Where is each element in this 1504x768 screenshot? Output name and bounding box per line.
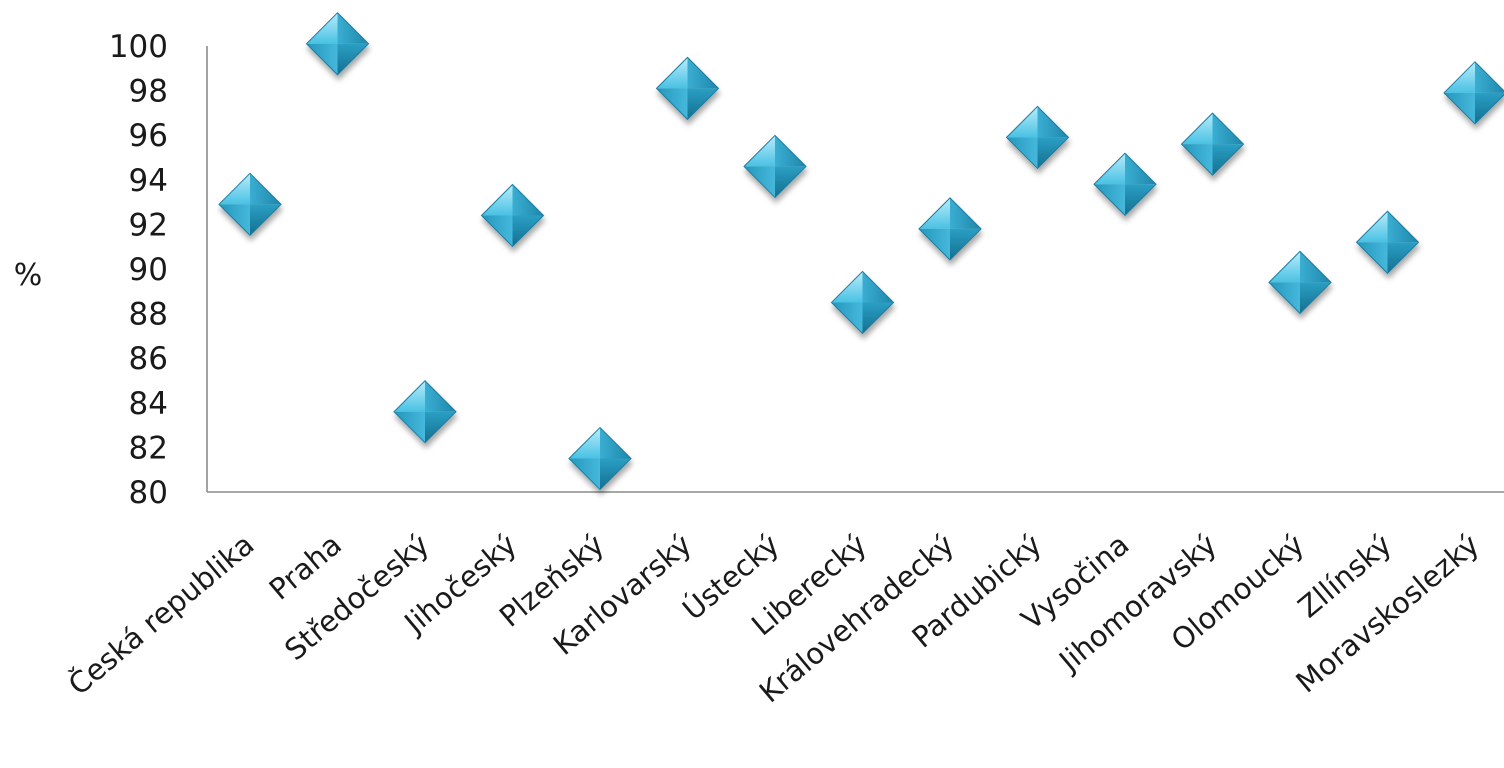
- diamond-outline: [830, 270, 895, 335]
- data-point: [568, 426, 632, 491]
- diamond-outline: [218, 172, 282, 237]
- data-point: [393, 380, 457, 444]
- diamond-outline: [1093, 152, 1157, 216]
- y-axis-label: %: [14, 258, 43, 293]
- data-points: [218, 12, 1504, 491]
- data-point: [1180, 112, 1245, 176]
- axes: [206, 46, 1504, 493]
- y-tick-label: 90: [129, 252, 168, 288]
- x-tick-label: Česká republika: [62, 527, 261, 702]
- diamond-outline: [1355, 210, 1420, 274]
- data-point: [1268, 250, 1332, 315]
- y-tick-label: 94: [129, 163, 168, 199]
- data-point: [1005, 105, 1070, 170]
- y-tick-label: 100: [109, 29, 168, 65]
- diamond-outline: [568, 426, 632, 491]
- diamond-outline: [655, 56, 720, 121]
- y-tick-label: 88: [129, 297, 168, 333]
- diamond-outline: [1443, 61, 1504, 125]
- x-tick-labels: Česká republika PrahaStředočeskýJihočeský…: [62, 527, 1486, 709]
- y-tick-label: 82: [129, 430, 168, 466]
- data-point: [480, 183, 545, 248]
- y-tick-label: 84: [129, 386, 168, 422]
- diamond-outline: [305, 12, 370, 76]
- y-tick-labels: 80 82 84 86 88 90 92 94 96 98 100: [109, 29, 168, 511]
- data-point: [743, 134, 807, 199]
- diamond-outline: [1268, 250, 1332, 315]
- y-tick-label: 80: [129, 475, 168, 511]
- diamond-outline: [918, 197, 982, 261]
- diamond-outline: [393, 380, 457, 444]
- y-tick-label: 98: [129, 74, 168, 110]
- data-point: [1093, 152, 1157, 216]
- data-point: [655, 56, 720, 121]
- y-tick-label: 86: [129, 341, 168, 377]
- y-tick-label: 92: [129, 207, 168, 243]
- data-point: [1443, 61, 1504, 125]
- y-tick-label: 96: [129, 118, 168, 154]
- diamond-outline: [743, 134, 807, 199]
- diamond-outline: [1005, 105, 1070, 170]
- data-point: [218, 172, 282, 237]
- diamond-outline: [480, 183, 545, 248]
- data-point: [1355, 210, 1420, 274]
- diamond-outline: [1180, 112, 1245, 176]
- data-point: [830, 270, 895, 335]
- data-point: [918, 197, 982, 261]
- data-point: [305, 12, 370, 76]
